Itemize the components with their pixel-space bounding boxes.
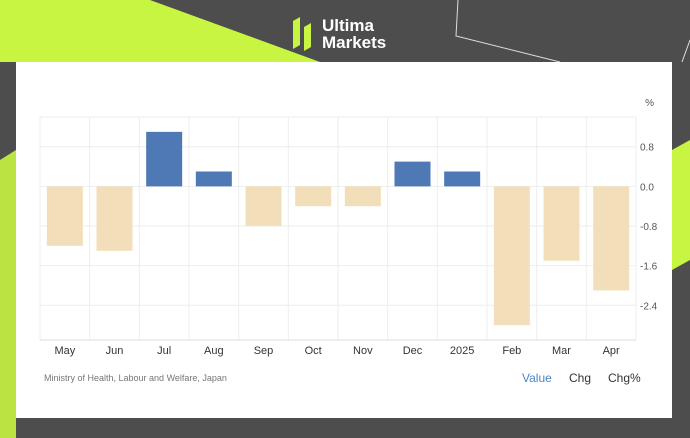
unit-label: % — [645, 98, 654, 109]
x-tick-label: Feb — [502, 345, 521, 357]
bar-2025 — [444, 171, 481, 187]
y-tick-label: 0.8 — [640, 143, 654, 154]
source-note: Ministry of Health, Labour and Welfare, … — [44, 373, 227, 383]
x-tick-label: Aug — [204, 345, 224, 357]
tab-chg[interactable]: Chg — [569, 371, 592, 385]
y-tick-label: 0.0 — [640, 182, 654, 193]
ultima-markets-logo-icon — [293, 17, 311, 51]
y-tick-label: -1.6 — [640, 262, 658, 273]
x-tick-label: 2025 — [450, 345, 474, 357]
bar-dec — [394, 161, 431, 187]
x-tick-label: Dec — [403, 345, 423, 357]
brand-name-line1: Ultima — [322, 16, 374, 35]
bar-apr — [593, 186, 630, 291]
bar-aug — [195, 171, 232, 187]
x-tick-label: Oct — [305, 345, 322, 357]
x-tick-label: Jun — [106, 345, 124, 357]
brand-name-line2: Markets — [322, 33, 387, 52]
x-tick-label: Jul — [157, 345, 171, 357]
brand-name: Ultima Markets — [322, 17, 386, 51]
x-tick-label: Nov — [353, 345, 373, 357]
bar-chart: % 0.8 0.0 -0.8 -1.6 -2.4 May Jun Jul Aug Sep Oct No… — [39, 98, 658, 357]
tab-value[interactable]: Value — [522, 371, 552, 385]
bar-nov — [344, 186, 381, 207]
y-tick-label: -2.4 — [640, 301, 658, 312]
bar-mar — [543, 186, 580, 261]
brand-logo: Ultima Markets — [292, 14, 386, 54]
chart-panel: % 0.8 0.0 -0.8 -1.6 -2.4 May Jun Jul Aug Sep Oct No… — [16, 62, 672, 418]
x-tick-label: Apr — [603, 345, 620, 357]
bar-may — [46, 186, 83, 246]
bar-jul — [146, 131, 183, 187]
bar-jun — [96, 186, 133, 251]
bar-sep — [245, 186, 282, 227]
bar-oct — [295, 186, 332, 207]
y-tick-label: -0.8 — [640, 222, 658, 233]
tab-chg-percent[interactable]: Chg% — [608, 371, 641, 385]
x-tick-label: Sep — [254, 345, 274, 357]
x-tick-label: Mar — [552, 345, 571, 357]
x-tick-label: May — [54, 345, 75, 357]
bar-feb — [493, 186, 530, 326]
